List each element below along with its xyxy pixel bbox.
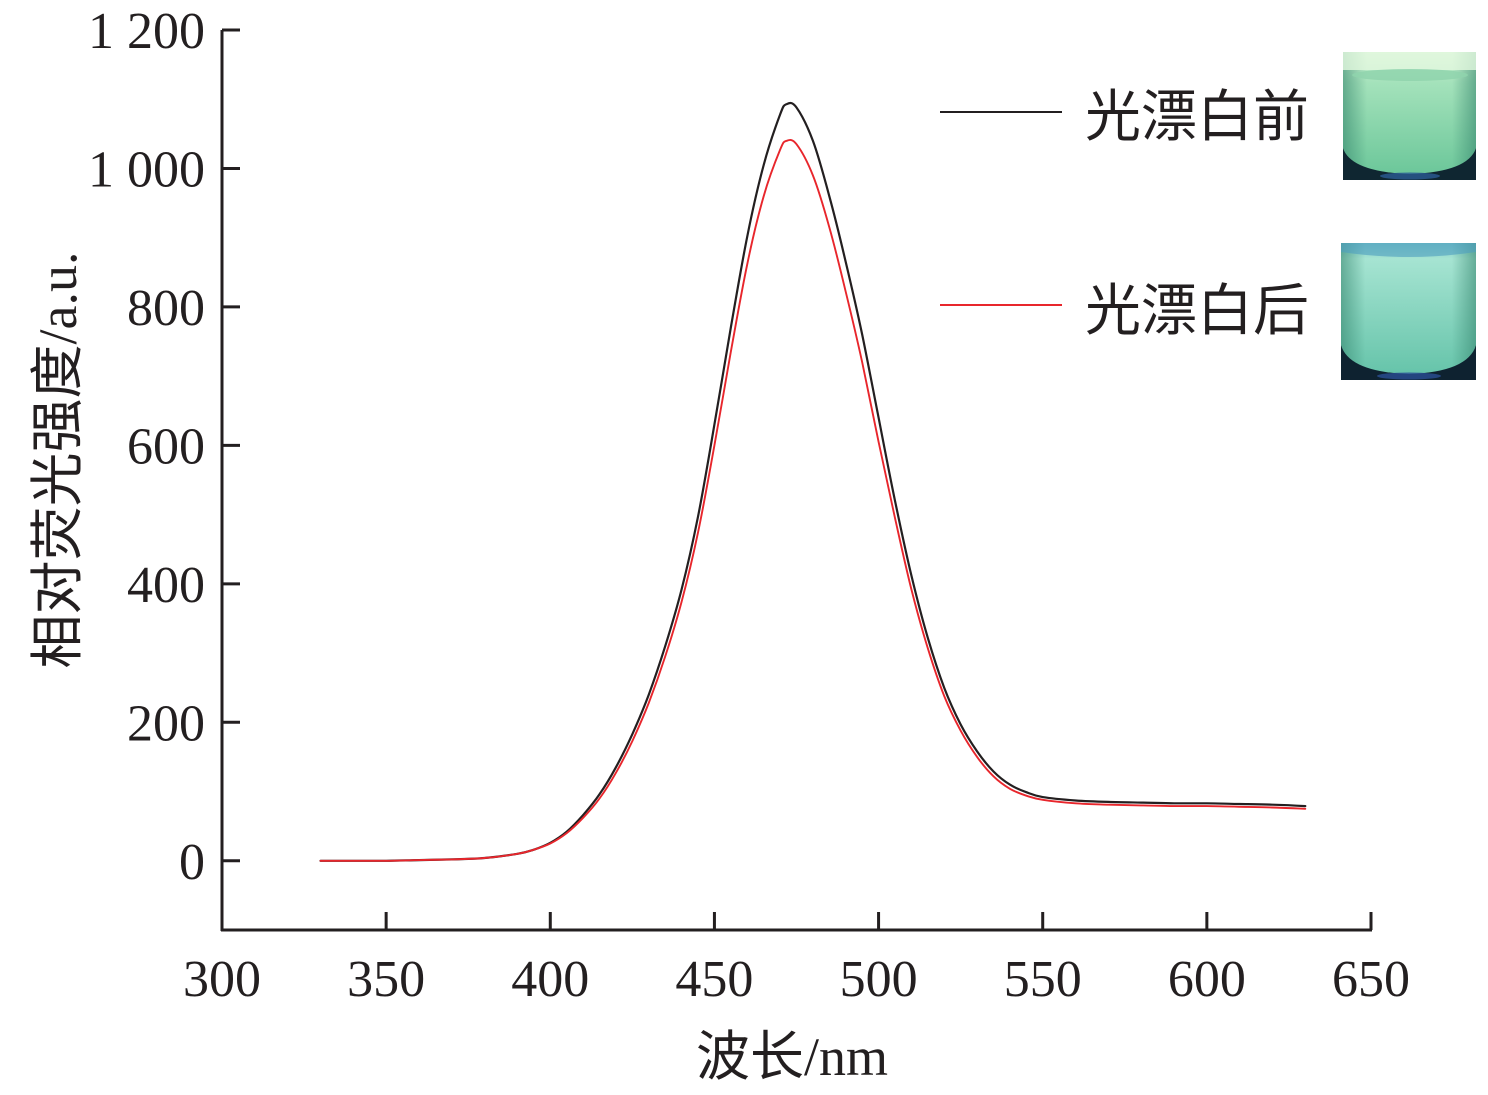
x-axis-ticks: 300 350 400 450 500 550 600 650: [183, 912, 1410, 1008]
legend: 光漂白前 光漂白后: [940, 87, 1309, 343]
x-tick-label: 400: [511, 951, 589, 1008]
vial-photo-before: [1343, 52, 1476, 180]
y-tick-label: 600: [127, 418, 205, 475]
legend-item-after: 光漂白后: [940, 281, 1309, 343]
x-tick-label: 500: [840, 951, 918, 1008]
vial-photo-after: [1341, 243, 1476, 380]
legend-item-before: 光漂白前: [940, 87, 1309, 149]
x-tick-label: 350: [347, 951, 425, 1008]
y-axis-title: 相对荧光强度/a.u.: [28, 252, 88, 669]
series-line-after: [319, 138, 1307, 862]
x-tick-label: 600: [1168, 951, 1246, 1008]
legend-label-after: 光漂白后: [1085, 281, 1309, 343]
y-tick-label: 0: [179, 834, 205, 891]
y-tick-label: 1 200: [88, 3, 205, 60]
y-axis-ticks: 0 200 400 600 800 1 000 1 200: [88, 3, 240, 891]
legend-label-before: 光漂白前: [1085, 87, 1309, 149]
y-tick-label: 400: [127, 557, 205, 614]
series-line-before: [319, 101, 1307, 862]
y-tick-label: 1 000: [88, 141, 205, 198]
x-tick-label: 550: [1004, 951, 1082, 1008]
x-tick-label: 450: [675, 951, 753, 1008]
x-tick-label: 300: [183, 951, 261, 1008]
x-axis-title: 波长/nm: [696, 1027, 888, 1087]
y-tick-label: 200: [127, 695, 205, 752]
series-layer: [319, 101, 1307, 862]
y-tick-label: 800: [127, 280, 205, 337]
x-tick-label: 650: [1332, 951, 1410, 1008]
